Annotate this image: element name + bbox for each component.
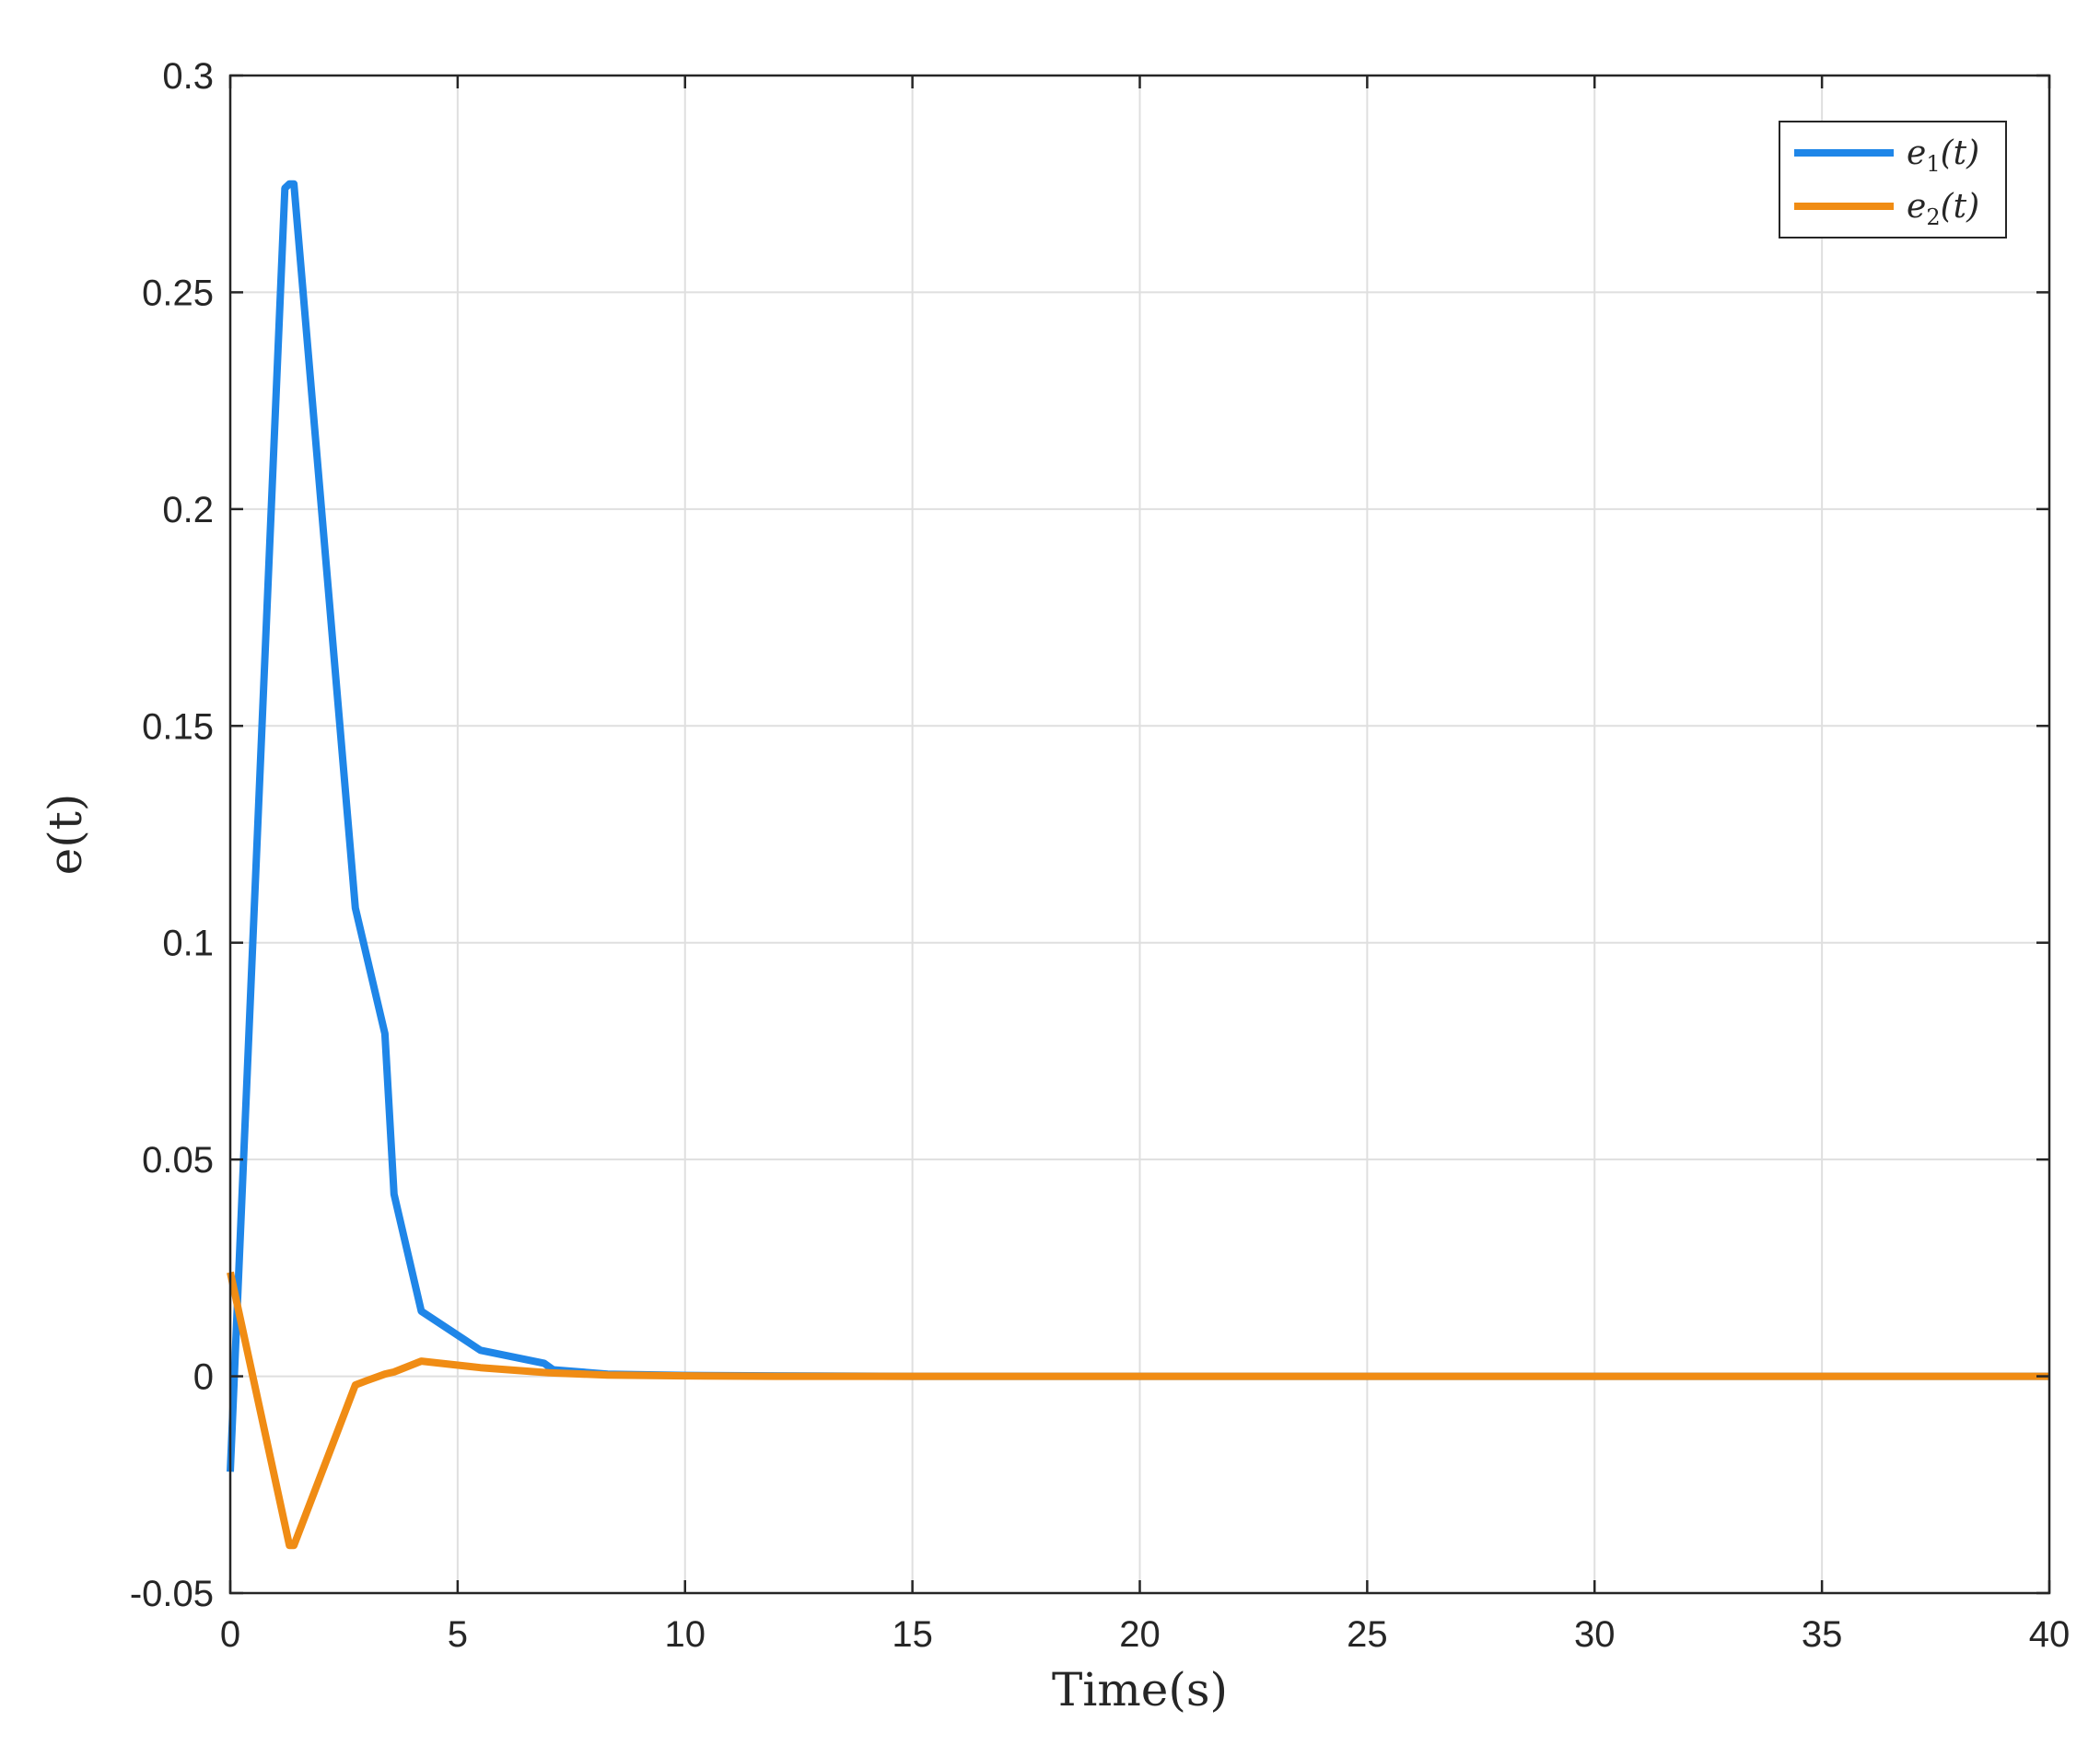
legend: e1(t) e2(t) xyxy=(1779,121,2007,239)
legend-entry-1: e1(t) xyxy=(1907,134,1979,177)
x-tick-label: 30 xyxy=(1574,1614,1616,1655)
series-lines xyxy=(227,180,2049,1550)
x-tick-label: 5 xyxy=(448,1614,468,1655)
y-tick-label: -0.05 xyxy=(130,1574,214,1614)
x-tick-label: 40 xyxy=(2029,1614,2071,1655)
x-tick-label: 35 xyxy=(1802,1614,1843,1655)
y-tick-label: 0.1 xyxy=(162,924,214,964)
y-tick-label: 0 xyxy=(193,1357,214,1398)
ticks xyxy=(228,74,2051,1595)
x-tick-label: 25 xyxy=(1347,1614,1388,1655)
y-tick-label: 0.3 xyxy=(162,56,214,97)
legend-box xyxy=(1779,121,2007,239)
x-tick-label: 20 xyxy=(1119,1614,1161,1655)
series-line-2 xyxy=(227,1271,2049,1550)
y-tick-label: 0.2 xyxy=(162,490,214,530)
y-axis-label: e(t) xyxy=(39,794,92,876)
x-tick-label: 10 xyxy=(665,1614,706,1655)
x-tick-label: 0 xyxy=(220,1614,240,1655)
y-tick-label: 0.05 xyxy=(142,1140,214,1181)
legend-entry-2: e2(t) xyxy=(1907,188,1979,230)
tick-labels: 0 5 10 15 20 25 30 35 40-0.0500.050.10.150.20.25… xyxy=(130,56,2070,1655)
x-tick-label: 15 xyxy=(892,1614,933,1655)
y-tick-label: 0.15 xyxy=(142,706,214,747)
x-axis-label: Time(s) xyxy=(1052,1663,1228,1716)
y-tick-label: 0.25 xyxy=(142,273,214,313)
